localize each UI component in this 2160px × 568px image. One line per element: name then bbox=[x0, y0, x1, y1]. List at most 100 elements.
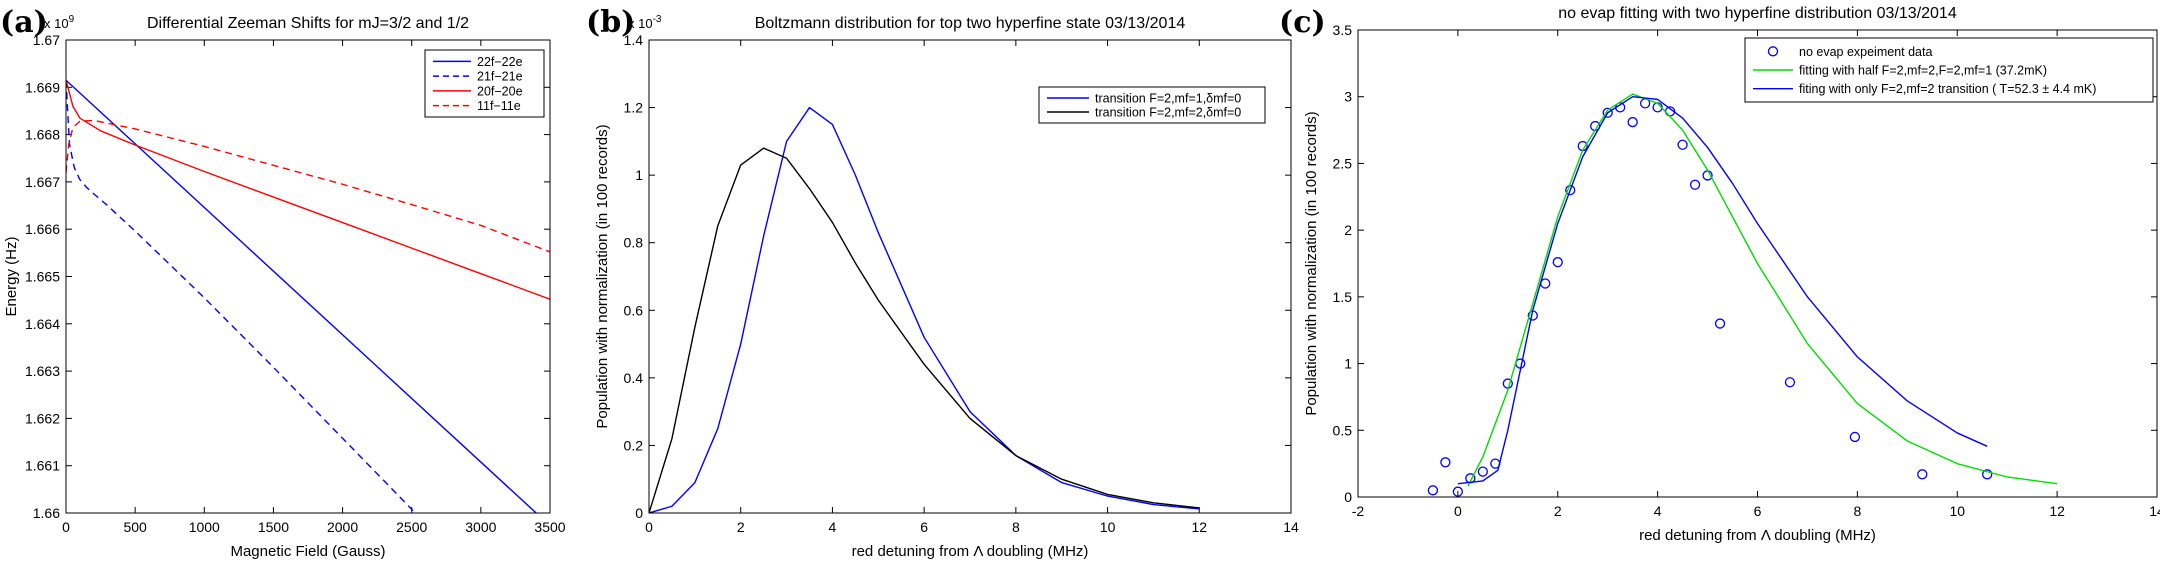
x-tick-label: 4 bbox=[829, 519, 837, 535]
data-point bbox=[1440, 457, 1451, 468]
legend: no evap expeiment data fitting with half … bbox=[1744, 37, 2154, 103]
data-point bbox=[1677, 139, 1688, 150]
x-axis-label: Magnetic Field (Gauss) bbox=[230, 543, 385, 560]
panel-label: (a) bbox=[0, 5, 48, 40]
plot-frame bbox=[648, 39, 1292, 514]
data-point bbox=[1565, 184, 1576, 196]
x-tick-label: 8 bbox=[1012, 519, 1020, 535]
x-tick-label: 12 bbox=[1191, 519, 1207, 535]
legend-entry: fiting with only F=2,mf=2 transition ( T… bbox=[1799, 82, 2096, 96]
x-tick-label: 6 bbox=[920, 519, 928, 535]
x-tick-label: 0 bbox=[645, 519, 653, 535]
legend-entry: 21f−21e bbox=[477, 70, 523, 84]
y-tick-label: 1.662 bbox=[25, 410, 60, 426]
series-line bbox=[66, 119, 550, 253]
x-tick-label: 3500 bbox=[534, 519, 565, 535]
legend-box bbox=[1038, 86, 1266, 124]
data-point bbox=[1627, 116, 1638, 128]
y-tick-label: 0 bbox=[1344, 489, 1352, 505]
legend-entry: fitting with half F=2,mf=2,F=2,mf=1 (37.… bbox=[1799, 64, 2047, 78]
x-tick-label: 1500 bbox=[258, 519, 289, 535]
y-tick-label: 1.5 bbox=[1333, 289, 1353, 305]
y-tick-label: 1.2 bbox=[624, 100, 644, 116]
y-tick-label: 3 bbox=[1344, 89, 1352, 105]
plot-data bbox=[1427, 93, 2058, 497]
y-tick-label: 1 bbox=[635, 167, 643, 183]
y-tick-label: 0.6 bbox=[624, 302, 644, 318]
y-tick-label: 1.663 bbox=[25, 363, 60, 379]
legend-entry: transition F=2,mf=2,δmf=0 bbox=[1095, 106, 1241, 120]
y-tick-label: 0.2 bbox=[624, 437, 644, 453]
x-tick-label: 0 bbox=[1454, 503, 1462, 519]
legend-entry: transition F=2,mf=1,δmf=0 bbox=[1095, 92, 1241, 106]
y-exponent-label: x 109 bbox=[44, 14, 75, 31]
x-tick-label: 8 bbox=[1853, 503, 1861, 519]
plot-frame bbox=[65, 39, 551, 514]
data-point bbox=[1552, 257, 1563, 268]
y-tick-label: 1.665 bbox=[25, 269, 60, 285]
x-tick-label: 10 bbox=[1100, 519, 1116, 535]
y-tick-label: 0.5 bbox=[1333, 422, 1353, 438]
legend-entry: 22f−22e bbox=[477, 55, 523, 69]
y-tick-label: 1.666 bbox=[25, 221, 60, 237]
y-axis-label: Population with normalization (in 100 re… bbox=[594, 124, 611, 428]
x-axis-label: red detuning from Λ doubling (MHz) bbox=[852, 543, 1089, 560]
y-axis-label: Energy (Hz) bbox=[3, 236, 20, 316]
series-line bbox=[66, 79, 537, 513]
chart-title: Differential Zeeman Shifts for mJ=3/2 an… bbox=[147, 15, 469, 32]
legend-box bbox=[1744, 37, 2154, 103]
x-tick-label: 12 bbox=[2049, 503, 2065, 519]
x-tick-label: 6 bbox=[1754, 503, 1762, 519]
x-tick-label: 1000 bbox=[189, 519, 220, 535]
y-axis-label: Population with normalization (in 100 re… bbox=[1303, 111, 1320, 415]
chart-panel-1: (b) Boltzmann distribution for top two hy… bbox=[586, 5, 1299, 560]
x-tick-label: 3000 bbox=[465, 519, 496, 535]
y-tick-label: 0.4 bbox=[624, 370, 644, 386]
panel-label: (b) bbox=[586, 5, 635, 40]
y-tick-label: 3.5 bbox=[1333, 22, 1353, 38]
data-point bbox=[1477, 466, 1488, 477]
legend-entry: 20f−20e bbox=[477, 84, 523, 98]
x-tick-label: -2 bbox=[1352, 503, 1365, 519]
data-point bbox=[1982, 469, 1993, 480]
y-tick-label: 1.4 bbox=[624, 32, 644, 48]
chart-title: no evap fitting with two hyperfine distr… bbox=[1558, 5, 1957, 22]
y-tick-label: 1 bbox=[1344, 356, 1352, 372]
panel-label: (c) bbox=[1279, 5, 1326, 40]
y-tick-label: 1.67 bbox=[33, 32, 60, 48]
data-point bbox=[1602, 107, 1613, 118]
data-point bbox=[1784, 377, 1796, 388]
y-tick-label: 0.8 bbox=[624, 235, 644, 251]
chart-title: Boltzmann distribution for top two hyper… bbox=[755, 15, 1186, 32]
series-line bbox=[1457, 96, 1988, 485]
x-tick-label: 10 bbox=[1949, 503, 1965, 519]
y-exponent-label: x 10-3 bbox=[628, 14, 662, 31]
data-point bbox=[1917, 469, 1928, 480]
y-tick-label: 0 bbox=[635, 505, 643, 521]
series-line bbox=[1467, 93, 2058, 487]
y-tick-label: 2.5 bbox=[1333, 155, 1353, 171]
y-tick-label: 1.669 bbox=[25, 79, 60, 95]
y-tick-label: 2 bbox=[1344, 222, 1352, 238]
y-tick-label: 1.667 bbox=[25, 174, 60, 190]
x-tick-label: 500 bbox=[123, 519, 147, 535]
series-line bbox=[66, 80, 550, 300]
plot-data bbox=[649, 106, 1200, 513]
y-tick-label: 1.661 bbox=[25, 458, 60, 474]
x-tick-label: 2000 bbox=[327, 519, 358, 535]
data-point bbox=[1714, 318, 1726, 329]
legend-entry: no evap expeiment data bbox=[1799, 45, 1932, 59]
data-point bbox=[1689, 179, 1701, 190]
series-line bbox=[66, 80, 417, 513]
y-tick-label: 1.664 bbox=[25, 316, 60, 332]
data-point bbox=[1452, 486, 1464, 497]
x-tick-label: 2 bbox=[737, 519, 745, 535]
x-tick-label: 4 bbox=[1654, 503, 1662, 519]
x-tick-label: 0 bbox=[62, 519, 70, 535]
x-tick-label: 2 bbox=[1554, 503, 1562, 519]
chart-panel-0: (a) Differential Zeeman Shifts for mJ=3/2… bbox=[0, 5, 566, 560]
legend-marker bbox=[1767, 46, 1779, 57]
plot-data bbox=[66, 79, 550, 513]
x-tick-label: 14 bbox=[2149, 503, 2160, 519]
